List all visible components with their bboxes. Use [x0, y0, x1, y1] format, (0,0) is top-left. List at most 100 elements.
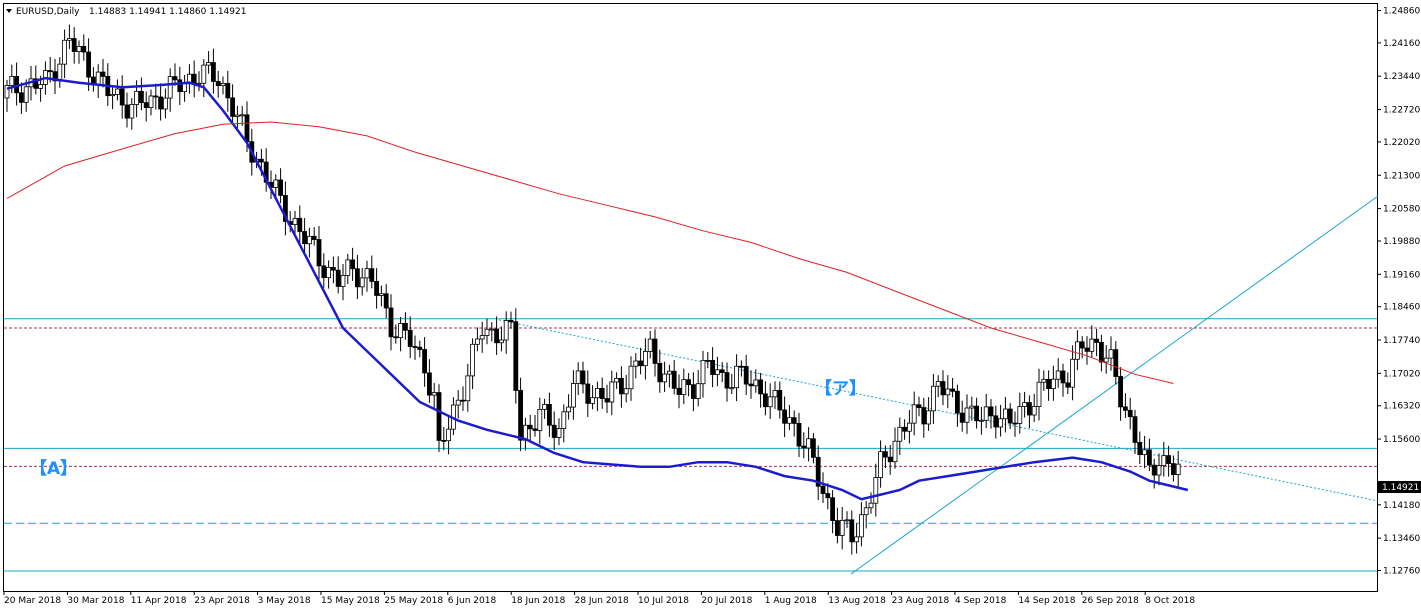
- candle-body-down: [518, 390, 523, 441]
- ma-fast-line[interactable]: [6, 76, 1189, 501]
- candle: [604, 384, 610, 413]
- candle: [513, 308, 519, 404]
- candle-body-up: [110, 94, 115, 97]
- candle-body-down: [724, 372, 730, 389]
- candle-body-up: [787, 417, 792, 424]
- candle: [830, 490, 835, 534]
- candle: [844, 511, 850, 529]
- candle: [1003, 397, 1008, 433]
- time-tick-label: 10 Jul 2018: [638, 596, 689, 606]
- time-tick-label: 25 May 2018: [384, 596, 443, 606]
- candle-body-down: [902, 426, 907, 432]
- candle-body-down: [686, 379, 691, 386]
- candle: [23, 79, 29, 112]
- candle: [671, 359, 677, 395]
- candle: [979, 406, 984, 435]
- candle: [1147, 438, 1152, 472]
- candle: [110, 86, 115, 110]
- candle: [177, 66, 183, 106]
- candle: [158, 83, 164, 121]
- candle: [450, 397, 456, 436]
- candle-body-down: [321, 265, 327, 279]
- candle-body-up: [1156, 465, 1162, 476]
- candle-body-up: [446, 428, 452, 442]
- candle-body-up: [62, 39, 67, 65]
- candle: [470, 338, 476, 389]
- candle-body-down: [1084, 347, 1090, 352]
- trendline-descending-dotted[interactable]: [498, 319, 1379, 502]
- candle: [1017, 392, 1023, 434]
- candle-body-up: [623, 388, 629, 395]
- candle: [191, 60, 197, 98]
- candle-body-up: [590, 397, 595, 404]
- candle: [719, 362, 725, 383]
- candle: [398, 316, 404, 352]
- candle: [801, 432, 807, 459]
- candle: [503, 311, 509, 354]
- candle: [743, 354, 749, 396]
- candle: [115, 79, 120, 101]
- candle-body-down: [225, 83, 231, 99]
- candle-body-down: [119, 88, 125, 106]
- price-tick-label: 1.20580: [1383, 205, 1420, 215]
- candle-body-up: [340, 274, 346, 287]
- candle-body-down: [527, 424, 533, 430]
- candle-body-up: [859, 514, 864, 538]
- candle: [359, 267, 365, 296]
- candle: [777, 381, 783, 419]
- candle-body-up: [614, 377, 619, 383]
- candle: [67, 24, 72, 49]
- candle: [729, 373, 735, 395]
- dropdown-triangle-icon[interactable]: [6, 9, 12, 13]
- candle: [1041, 370, 1047, 391]
- candle-body-up: [715, 369, 720, 375]
- candle-body-up: [378, 293, 384, 296]
- candle: [705, 351, 711, 369]
- candle: [734, 354, 739, 402]
- price-tick-label: 1.18460: [1383, 303, 1420, 313]
- candle: [474, 327, 480, 352]
- candle-body-up: [964, 407, 970, 423]
- candle-body-down: [1012, 422, 1018, 425]
- candle: [585, 370, 591, 418]
- candle-body-down: [1137, 442, 1143, 455]
- candle: [1118, 367, 1123, 421]
- candle: [14, 62, 20, 106]
- candle: [182, 74, 188, 102]
- candle-body-down: [916, 404, 922, 408]
- candle-body-up: [556, 428, 562, 438]
- candle: [623, 374, 629, 403]
- candle-body-down: [354, 268, 360, 288]
- candle-body-down: [422, 349, 428, 374]
- ma-slow-line[interactable]: [6, 121, 1174, 384]
- candle-body-up: [206, 62, 212, 66]
- candle-body-down: [815, 456, 821, 487]
- candle: [676, 374, 682, 409]
- candle: [1051, 365, 1056, 401]
- trendline-ascending[interactable]: [850, 195, 1379, 575]
- candle: [302, 218, 308, 254]
- candle: [772, 381, 778, 410]
- candle: [306, 227, 312, 258]
- candle: [652, 329, 658, 377]
- candle-body-down: [297, 217, 303, 232]
- time-tick-label: 1 Aug 2018: [765, 596, 817, 606]
- candle: [167, 68, 173, 112]
- candle-body-down: [801, 445, 807, 449]
- candle-body-up: [1075, 341, 1080, 360]
- candle: [647, 330, 653, 359]
- candle: [91, 67, 96, 92]
- candle: [667, 364, 672, 388]
- candle: [1070, 345, 1075, 401]
- candle-body-down: [719, 369, 725, 373]
- candlesticks: [4, 24, 1181, 555]
- candle-body-down: [47, 70, 53, 73]
- candle-body-up: [700, 359, 706, 385]
- time-tick-label: 8 Oct 2018: [1145, 596, 1195, 606]
- candle-body-down: [940, 381, 946, 396]
- candle: [945, 375, 951, 409]
- time-tick-label: 11 Apr 2018: [131, 596, 187, 606]
- candle: [609, 370, 615, 416]
